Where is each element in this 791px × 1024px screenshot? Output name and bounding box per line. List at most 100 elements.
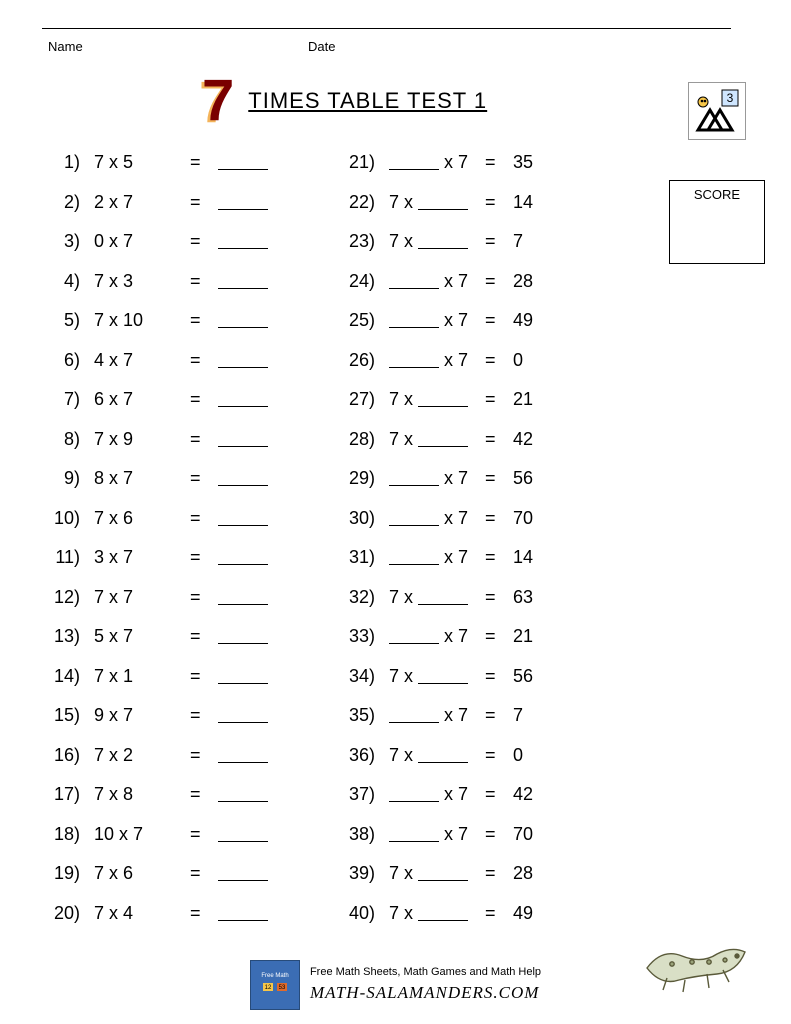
answer-blank[interactable] xyxy=(389,628,439,644)
problem-lhs: x 7 xyxy=(381,626,485,647)
equals-sign: = xyxy=(190,587,218,608)
problem-lhs: 4 x 7 xyxy=(86,350,190,371)
lhs-pre: 7 x xyxy=(389,666,418,686)
problem-lhs: 7 x xyxy=(381,231,485,252)
answer-blank[interactable] xyxy=(418,233,468,249)
problem-number: 1) xyxy=(42,152,86,173)
title-digit-front: 7 xyxy=(202,68,234,133)
answer-blank[interactable] xyxy=(389,786,439,802)
problem-lhs: 7 x xyxy=(381,587,485,608)
answer-value: 21 xyxy=(513,389,623,410)
problem-row: 10)7 x 6= xyxy=(42,508,337,548)
answer-blank[interactable] xyxy=(418,668,468,684)
answer-blank[interactable] xyxy=(218,429,328,450)
equals-sign: = xyxy=(485,824,513,845)
answer-blank[interactable] xyxy=(418,391,468,407)
equals-sign: = xyxy=(485,863,513,884)
problem-lhs: 7 x 6 xyxy=(86,863,190,884)
equals-sign: = xyxy=(190,508,218,529)
problem-lhs: x 7 xyxy=(381,310,485,331)
equals-sign: = xyxy=(190,429,218,450)
problem-number: 24) xyxy=(337,271,381,292)
equals-sign: = xyxy=(485,152,513,173)
answer-blank[interactable] xyxy=(218,389,328,410)
problem-lhs: 7 x xyxy=(381,863,485,884)
equals-sign: = xyxy=(485,903,513,924)
problem-row: 17)7 x 8= xyxy=(42,784,337,824)
problem-lhs: x 7 xyxy=(381,705,485,726)
answer-blank[interactable] xyxy=(218,192,328,213)
answer-blank[interactable] xyxy=(218,587,328,608)
answer-blank[interactable] xyxy=(389,826,439,842)
answer-blank[interactable] xyxy=(218,271,328,292)
answer-blank[interactable] xyxy=(389,549,439,565)
answer-blank[interactable] xyxy=(418,747,468,763)
answer-blank[interactable] xyxy=(389,510,439,526)
lhs-post: x 7 xyxy=(439,547,468,567)
answer-blank[interactable] xyxy=(389,312,439,328)
answer-blank[interactable] xyxy=(218,310,328,331)
lhs-post: x 7 xyxy=(439,468,468,488)
answer-blank[interactable] xyxy=(389,470,439,486)
problem-lhs: 6 x 7 xyxy=(86,389,190,410)
title-row: 7 7 TIMES TABLE TEST 1 xyxy=(202,72,771,130)
answer-blank[interactable] xyxy=(218,784,328,805)
answer-blank[interactable] xyxy=(218,903,328,924)
problem-lhs: 7 x 3 xyxy=(86,271,190,292)
answer-blank[interactable] xyxy=(389,273,439,289)
answer-blank[interactable] xyxy=(418,905,468,921)
problem-row: 28)7 x =42 xyxy=(337,429,632,469)
equals-sign: = xyxy=(485,508,513,529)
answer-blank[interactable] xyxy=(218,468,328,489)
answer-blank[interactable] xyxy=(218,350,328,371)
answer-blank[interactable] xyxy=(218,705,328,726)
problem-lhs: 8 x 7 xyxy=(86,468,190,489)
answer-blank[interactable] xyxy=(418,865,468,881)
answer-blank[interactable] xyxy=(218,626,328,647)
problem-lhs: 7 x 2 xyxy=(86,745,190,766)
problem-row: 16)7 x 2= xyxy=(42,745,337,785)
answer-blank[interactable] xyxy=(389,352,439,368)
lhs-pre: 7 x xyxy=(389,587,418,607)
lhs-post: x 7 xyxy=(439,310,468,330)
title-text: TIMES TABLE TEST 1 xyxy=(248,88,487,114)
problem-number: 35) xyxy=(337,705,381,726)
problem-row: 6)4 x 7= xyxy=(42,350,337,390)
problem-row: 22)7 x =14 xyxy=(337,192,632,232)
problem-lhs: 7 x 1 xyxy=(86,666,190,687)
answer-blank[interactable] xyxy=(389,707,439,723)
answer-value: 49 xyxy=(513,903,623,924)
equals-sign: = xyxy=(485,626,513,647)
answer-blank[interactable] xyxy=(218,508,328,529)
equals-sign: = xyxy=(485,350,513,371)
answer-blank[interactable] xyxy=(218,666,328,687)
problem-row: 5)7 x 10= xyxy=(42,310,337,350)
brand-badge-icon: 3 xyxy=(688,82,746,140)
answer-blank[interactable] xyxy=(218,824,328,845)
problem-number: 17) xyxy=(42,784,86,805)
answer-blank[interactable] xyxy=(418,589,468,605)
lhs-post: x 7 xyxy=(439,152,468,172)
problem-row: 31) x 7=14 xyxy=(337,547,632,587)
answer-blank[interactable] xyxy=(389,154,439,170)
answer-blank[interactable] xyxy=(218,863,328,884)
footer-text: Free Math Sheets, Math Games and Math He… xyxy=(310,965,541,1006)
answer-value: 70 xyxy=(513,508,623,529)
answer-blank[interactable] xyxy=(218,745,328,766)
problem-number: 16) xyxy=(42,745,86,766)
answer-blank[interactable] xyxy=(418,194,468,210)
lhs-post: x 7 xyxy=(439,350,468,370)
equals-sign: = xyxy=(190,389,218,410)
answer-blank[interactable] xyxy=(418,431,468,447)
problem-number: 40) xyxy=(337,903,381,924)
answer-value: 63 xyxy=(513,587,623,608)
answer-blank[interactable] xyxy=(218,231,328,252)
lhs-pre: 7 x xyxy=(389,745,418,765)
lhs-post: x 7 xyxy=(439,824,468,844)
problem-lhs: x 7 xyxy=(381,152,485,173)
answer-blank[interactable] xyxy=(218,152,328,173)
problem-row: 12)7 x 7= xyxy=(42,587,337,627)
answer-blank[interactable] xyxy=(218,547,328,568)
lhs-post: x 7 xyxy=(439,508,468,528)
problem-number: 12) xyxy=(42,587,86,608)
